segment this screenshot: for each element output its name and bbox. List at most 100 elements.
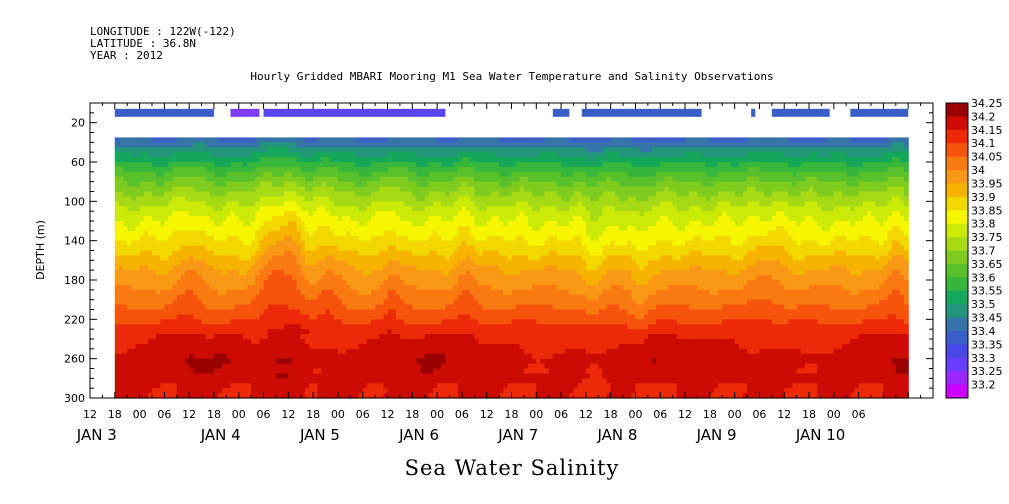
field-cell xyxy=(205,309,211,316)
field-cell xyxy=(317,393,323,399)
field-cell xyxy=(395,309,401,316)
field-cell xyxy=(218,319,223,325)
field-cell xyxy=(267,142,273,148)
field-cell xyxy=(466,225,471,232)
field-cell xyxy=(263,157,269,163)
field-cell xyxy=(284,383,289,389)
field-cell xyxy=(317,324,323,330)
field-cell xyxy=(333,230,339,237)
field-cell xyxy=(395,196,401,202)
field-cell xyxy=(486,171,492,178)
field-cell xyxy=(321,137,327,143)
field-cell xyxy=(346,240,351,247)
field-cell xyxy=(118,240,124,247)
field-cell xyxy=(185,319,190,325)
field-cell xyxy=(176,186,182,193)
field-cell xyxy=(123,245,128,252)
field-cell xyxy=(230,378,236,384)
field-cell xyxy=(185,211,190,217)
field-cell xyxy=(300,294,306,301)
field-cell xyxy=(288,383,294,389)
field-cell xyxy=(143,314,149,320)
field-cell xyxy=(313,245,318,252)
field-cell xyxy=(193,216,199,222)
field-cell xyxy=(391,157,397,163)
field-cell xyxy=(292,250,298,257)
field-cell xyxy=(127,270,132,276)
field-cell xyxy=(329,319,335,325)
field-cell xyxy=(424,142,430,148)
field-cell xyxy=(391,176,397,183)
field-cell xyxy=(193,191,199,198)
field-cell xyxy=(499,152,504,158)
field-cell xyxy=(395,176,401,183)
field-cell xyxy=(238,260,244,266)
field-cell xyxy=(486,201,492,207)
field-cell xyxy=(218,255,223,261)
field-cell xyxy=(342,245,347,252)
field-cell xyxy=(441,162,446,168)
field-cell xyxy=(371,373,376,379)
field-cell xyxy=(391,309,397,316)
field-cell xyxy=(457,309,463,316)
field-cell xyxy=(354,339,360,345)
field-cell xyxy=(453,186,459,193)
field-cell xyxy=(251,324,256,330)
field-cell xyxy=(474,368,480,375)
field-cell xyxy=(383,225,389,232)
field-cell xyxy=(267,393,273,399)
field-cell xyxy=(151,348,157,355)
field-cell xyxy=(404,280,409,286)
field-cell xyxy=(461,299,467,306)
field-cell xyxy=(185,309,190,316)
field-cell xyxy=(160,206,165,212)
field-cell xyxy=(420,284,426,291)
field-cell xyxy=(164,221,170,227)
field-cell xyxy=(197,388,203,394)
field-cell xyxy=(350,186,356,193)
field-cell xyxy=(350,363,356,370)
field-cell xyxy=(147,284,153,291)
field-cell xyxy=(147,137,153,143)
field-cell xyxy=(209,265,215,271)
field-cell xyxy=(123,280,128,286)
field-cell xyxy=(346,181,351,188)
field-cell xyxy=(329,191,335,198)
field-cell xyxy=(160,137,165,143)
field-cell xyxy=(218,181,223,188)
field-cell xyxy=(296,378,302,384)
field-cell xyxy=(209,368,215,375)
field-cell xyxy=(494,240,500,247)
field-cell xyxy=(238,393,244,399)
field-cell xyxy=(151,211,157,217)
field-cell xyxy=(346,166,351,173)
field-cell xyxy=(321,324,327,330)
field-cell xyxy=(147,235,153,242)
field-cell xyxy=(271,339,277,345)
field-cell xyxy=(362,255,368,261)
field-cell xyxy=(333,176,339,183)
field-cell xyxy=(209,319,215,325)
field-cell xyxy=(395,324,401,330)
field-cell xyxy=(441,270,446,276)
field-cell xyxy=(494,147,500,153)
field-cell xyxy=(350,181,356,188)
field-cell xyxy=(238,196,244,202)
field-cell xyxy=(213,363,219,370)
field-cell xyxy=(247,191,252,198)
field-cell xyxy=(474,373,480,379)
field-cell xyxy=(486,255,492,261)
field-cell xyxy=(441,201,446,207)
field-cell xyxy=(321,339,327,345)
field-cell xyxy=(494,196,500,202)
field-cell xyxy=(284,157,289,163)
field-cell xyxy=(333,378,339,384)
field-cell xyxy=(172,235,178,242)
field-cell xyxy=(449,216,455,222)
field-cell xyxy=(147,216,153,222)
field-cell xyxy=(461,157,467,163)
field-cell xyxy=(304,373,310,379)
field-cell xyxy=(267,157,273,163)
field-cell xyxy=(288,280,294,286)
field-cell xyxy=(354,265,360,271)
